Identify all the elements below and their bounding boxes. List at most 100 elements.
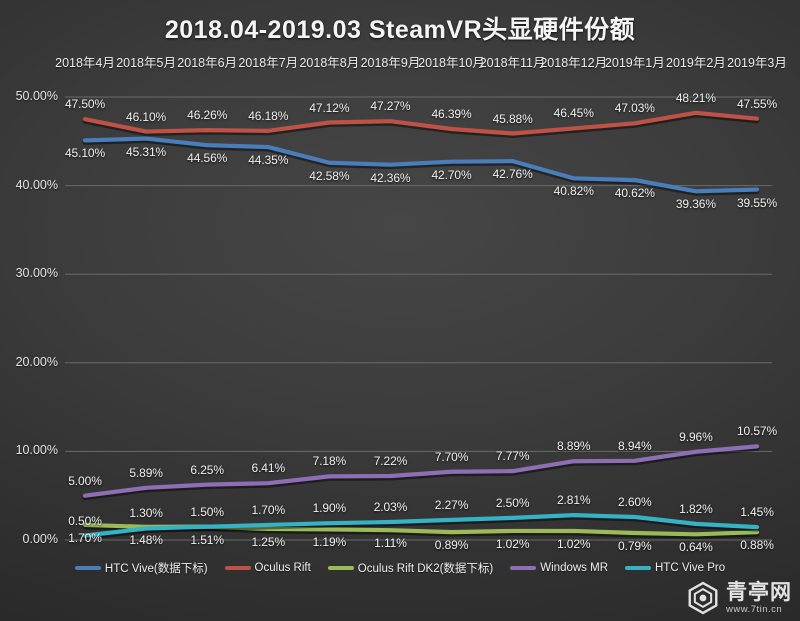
legend-color-swatch xyxy=(224,566,251,570)
data-label: 47.55% xyxy=(736,96,778,111)
data-label: 1.70% xyxy=(251,502,286,517)
data-label: 1.02% xyxy=(556,536,591,551)
legend-color-swatch xyxy=(327,566,354,570)
data-label: 8.94% xyxy=(618,438,652,453)
data-label: 46.26% xyxy=(187,108,228,123)
legend-item-3[interactable]: Windows MR xyxy=(510,562,608,574)
chart-legend: HTC Vive(数据下标) Oculus Rift Oculus Rift DK2… xyxy=(0,560,800,576)
series-lines xyxy=(82,110,760,541)
x-axis-tick: 2018年5月 xyxy=(116,56,176,70)
data-label: 45.88% xyxy=(492,111,533,126)
legend-label: HTC Vive Pro xyxy=(655,562,726,574)
data-label: 46.45% xyxy=(553,106,594,121)
x-axis-tick: 2018年8月 xyxy=(299,56,360,70)
data-label: 5.00% xyxy=(68,473,102,488)
watermark-text: 青亭网 www.7tin.cn xyxy=(726,582,792,615)
data-label: 1.70% xyxy=(68,530,102,545)
data-label: 44.35% xyxy=(248,153,289,168)
watermark-site-url: www.7tin.cn xyxy=(726,603,783,615)
data-label: 6.41% xyxy=(251,461,286,476)
y-axis-tick: 50.00% xyxy=(15,89,58,103)
chart-title: 2018.04-2019.03 SteamVR头显硬件份额 xyxy=(164,16,636,44)
x-axis-tick: 2019年1月 xyxy=(604,56,665,70)
x-axis-tick: 2019年2月 xyxy=(666,56,726,70)
data-label: 1.51% xyxy=(190,532,224,547)
data-label: 1.25% xyxy=(251,534,286,549)
y-axis-tick: 10.00% xyxy=(15,443,58,458)
y-axis-tick: 30.00% xyxy=(15,266,58,281)
data-label: 9.96% xyxy=(679,429,713,444)
data-label: 0.79% xyxy=(618,539,652,553)
x-axis-tick: 2018年7月 xyxy=(238,56,299,70)
data-label: 42.58% xyxy=(309,168,350,183)
data-label: 7.18% xyxy=(312,454,347,469)
data-label: 2.50% xyxy=(495,495,530,510)
data-label: 1.45% xyxy=(740,505,774,520)
data-label: 2.60% xyxy=(618,494,652,509)
data-label: 2.03% xyxy=(373,500,408,514)
legend-item-1[interactable]: Oculus Rift xyxy=(224,562,311,574)
data-label: 42.36% xyxy=(370,170,411,185)
data-label: 0.50% xyxy=(68,513,102,528)
watermark: 青亭网 www.7tin.cn xyxy=(686,581,792,615)
x-axis-tick: 2018年4月 xyxy=(55,56,115,70)
y-axis-tick: 40.00% xyxy=(15,177,58,192)
data-label: 1.50% xyxy=(190,504,224,519)
data-label: 1.11% xyxy=(374,536,407,551)
x-axis-tick: 2018年12月 xyxy=(540,56,608,70)
series-line-1[interactable] xyxy=(82,110,760,136)
data-label: 46.18% xyxy=(248,108,289,123)
data-label: 42.76% xyxy=(492,167,533,182)
data-label: 7.22% xyxy=(373,454,408,469)
data-label: 1.30% xyxy=(129,506,163,521)
legend-label: Oculus Rift DK2(数据下标) xyxy=(357,563,494,575)
data-label: 7.70% xyxy=(434,449,469,464)
x-axis-tick: 2018年11月 xyxy=(479,56,546,70)
series-line-0[interactable] xyxy=(82,136,760,194)
data-label: 1.48% xyxy=(129,532,163,547)
data-label: 48.21% xyxy=(675,90,716,105)
series-line-3[interactable] xyxy=(82,444,760,498)
data-label: 44.56% xyxy=(187,151,228,166)
data-label: 0.88% xyxy=(740,538,774,553)
x-axis-tick: 2018年9月 xyxy=(360,56,421,70)
data-label: 45.10% xyxy=(64,146,106,161)
legend-color-swatch xyxy=(74,566,101,570)
data-label: 40.62% xyxy=(614,186,655,201)
legend-label: HTC Vive(数据下标) xyxy=(104,563,208,575)
data-label: 6.25% xyxy=(190,462,224,477)
data-label: 2.27% xyxy=(434,497,469,512)
data-label: 40.82% xyxy=(553,184,594,199)
data-label: 7.77% xyxy=(495,449,530,464)
data-label: 1.82% xyxy=(679,501,713,516)
data-label: 1.19% xyxy=(312,535,347,550)
series-line-4[interactable] xyxy=(82,513,760,538)
data-label: 47.03% xyxy=(614,101,655,116)
legend-item-0[interactable]: HTC Vive(数据下标) xyxy=(74,560,208,576)
data-label: 39.55% xyxy=(736,195,778,210)
legend-item-2[interactable]: Oculus Rift DK2(数据下标) xyxy=(327,560,494,576)
y-axis-tick: 20.00% xyxy=(15,354,58,369)
legend-label: Windows MR xyxy=(540,562,608,574)
data-label: 1.02% xyxy=(495,536,530,551)
data-label: 10.57% xyxy=(736,424,778,439)
data-label: 39.36% xyxy=(675,197,716,212)
watermark-site-name: 青亭网 xyxy=(726,580,792,604)
data-label: 45.31% xyxy=(126,144,167,159)
data-label: 46.10% xyxy=(126,109,167,124)
legend-item-4[interactable]: HTC Vive Pro xyxy=(625,562,725,574)
watermark-logo-icon xyxy=(688,581,718,615)
data-label: 42.70% xyxy=(431,167,472,182)
data-label: 2.81% xyxy=(556,493,591,508)
data-label: 47.12% xyxy=(309,100,350,115)
data-label: 46.39% xyxy=(431,106,472,121)
x-axis-tick: 2019年3月 xyxy=(727,56,787,70)
legend-color-swatch xyxy=(510,566,537,570)
data-label: 5.89% xyxy=(129,465,163,480)
x-axis-tick-labels: 2018年4月 2018年5月 2018年6月 2018年7月 2018年8月 2018年… xyxy=(0,52,800,74)
data-label: 0.64% xyxy=(679,540,713,555)
legend-color-swatch xyxy=(625,566,651,570)
data-label: 47.50% xyxy=(64,97,106,112)
